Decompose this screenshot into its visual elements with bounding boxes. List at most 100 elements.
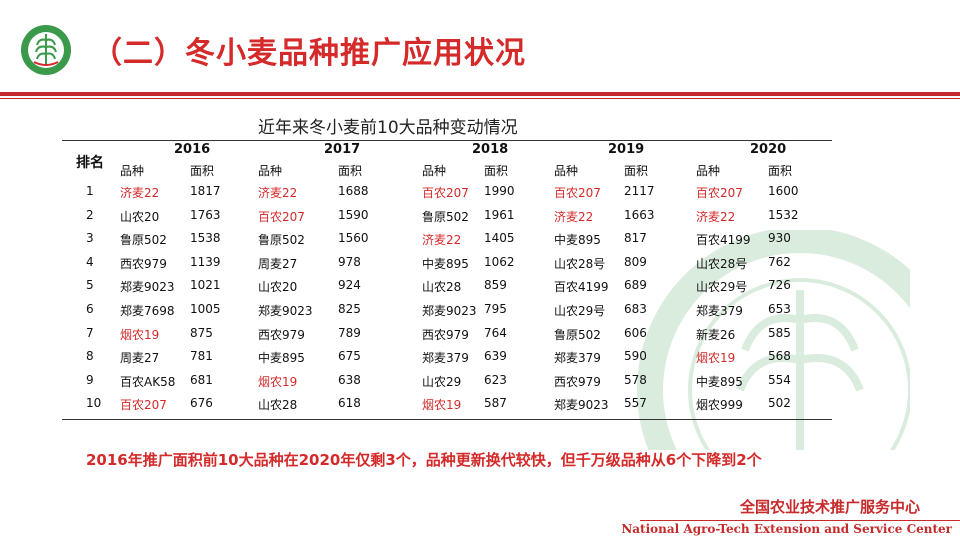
logo-icon <box>21 25 71 75</box>
variety-cell: 烟农19 <box>422 398 462 413</box>
area-cell: 1538 <box>190 231 221 246</box>
variety-cell: 郑麦7698 <box>120 304 175 318</box>
variety-cell: 山农28 <box>258 398 298 413</box>
variety-cell: 西农979 <box>554 374 601 389</box>
area-cell: 585 <box>768 325 791 340</box>
area-cell: 817 <box>624 231 647 246</box>
variety-cell: 济麦22 <box>120 186 160 200</box>
variety-cell: 济麦22 <box>258 186 298 200</box>
variety-cell: 山农29号 <box>696 280 748 295</box>
area-cell: 638 <box>338 372 361 387</box>
variety-cell: 烟农999 <box>696 398 743 413</box>
area-cell: 587 <box>484 396 507 411</box>
area-col-header: 面积 <box>190 164 215 178</box>
variety-cell: 郑麦379 <box>554 351 601 366</box>
area-cell: 762 <box>768 254 791 269</box>
variety-cell: 济麦22 <box>554 209 594 224</box>
variety-cell: 郑麦9023 <box>554 398 609 413</box>
variety-cell: 鲁原502 <box>120 233 167 248</box>
variety-cell: 济麦22 <box>422 233 462 248</box>
area-cell: 590 <box>624 349 647 364</box>
area-col-header: 面积 <box>768 164 793 178</box>
variety-cell: 郑麦9023 <box>120 280 175 295</box>
area-cell: 1990 <box>484 184 515 198</box>
area-cell: 781 <box>190 349 213 364</box>
area-col-header: 面积 <box>338 164 363 178</box>
variety-cell: 百农207 <box>258 209 305 224</box>
rank-cell: 10 <box>86 396 102 411</box>
variety-cell: 山农20 <box>120 209 160 224</box>
area-cell: 1817 <box>190 184 221 198</box>
area-cell: 689 <box>624 278 647 293</box>
year-header: 2017 <box>324 142 361 157</box>
variety-cell: 百农4199 <box>696 233 751 248</box>
variety-cell: 烟农19 <box>120 327 160 342</box>
variety-col-header: 品种 <box>696 164 721 178</box>
area-cell: 681 <box>190 372 213 387</box>
variety-cell: 山农29 <box>422 374 462 389</box>
variety-cell: 周麦27 <box>258 256 298 271</box>
table-bottom-rule <box>62 419 832 420</box>
area-cell: 1663 <box>624 207 655 222</box>
rank-cell: 8 <box>86 349 94 364</box>
rank-cell: 1 <box>86 184 94 198</box>
area-cell: 554 <box>768 372 791 387</box>
area-cell: 1961 <box>484 207 515 222</box>
variety-cell: 山农28号 <box>696 256 748 271</box>
variety-cell: 中麦895 <box>422 256 469 271</box>
area-cell: 809 <box>624 254 647 269</box>
area-cell: 789 <box>338 325 361 340</box>
variety-cell: 郑麦379 <box>422 351 469 366</box>
area-cell: 764 <box>484 325 507 340</box>
area-cell: 1532 <box>768 207 799 222</box>
variety-cell: 西农979 <box>120 256 167 271</box>
rank-cell: 9 <box>86 372 94 387</box>
variety-cell: 鲁原502 <box>554 327 601 342</box>
area-cell: 2117 <box>624 184 655 198</box>
conclusion-text: 2016年推广面积前10大品种在2020年仅剩3个，品种更新换代较快，但千万级品… <box>86 451 762 469</box>
variety-cell: 新麦26 <box>696 327 736 342</box>
table-top-rule <box>62 140 832 141</box>
variety-cell: 山农28号 <box>554 256 606 271</box>
area-cell: 683 <box>624 302 647 316</box>
table-caption: 近年来冬小麦前10大品种变动情况 <box>258 118 518 138</box>
variety-cell: 百农AK58 <box>120 374 176 389</box>
area-cell: 930 <box>768 231 791 246</box>
year-header: 2020 <box>750 142 787 157</box>
area-cell: 1560 <box>338 231 369 246</box>
area-cell: 639 <box>484 349 507 364</box>
variety-cell: 郑麦379 <box>696 304 743 318</box>
area-cell: 978 <box>338 254 361 269</box>
variety-col-header: 品种 <box>554 164 579 178</box>
variety-cell: 济麦22 <box>696 209 736 224</box>
org-name-en: National Agro-Tech Extension and Service… <box>621 522 952 536</box>
variety-cell: 郑麦9023 <box>258 304 313 318</box>
rank-cell: 6 <box>86 302 94 316</box>
area-cell: 1062 <box>484 254 515 269</box>
org-name-cn: 全国农业技术推广服务中心 <box>739 498 920 516</box>
area-cell: 1005 <box>190 302 221 316</box>
area-cell: 924 <box>338 278 361 293</box>
variety-cell: 西农979 <box>422 327 469 342</box>
year-header: 2016 <box>174 142 211 157</box>
variety-cell: 郑麦9023 <box>422 304 477 318</box>
area-cell: 568 <box>768 349 791 364</box>
page-title: （二）冬小麦品种推广应用状况 <box>92 36 526 71</box>
area-cell: 676 <box>190 396 213 411</box>
area-cell: 557 <box>624 396 647 411</box>
area-col-header: 面积 <box>624 164 649 178</box>
area-cell: 1600 <box>768 184 799 198</box>
header-divider-thin <box>0 98 960 99</box>
area-cell: 618 <box>338 396 361 411</box>
header-divider <box>0 92 960 96</box>
variety-cell: 山农28 <box>422 280 462 295</box>
variety-cell: 烟农19 <box>258 374 298 389</box>
rank-header: 排名 <box>76 155 104 171</box>
rank-cell: 5 <box>86 278 94 293</box>
variety-cell: 中麦895 <box>554 233 601 248</box>
area-cell: 675 <box>338 349 361 364</box>
variety-col-header: 品种 <box>422 164 447 178</box>
variety-cell: 百农207 <box>120 398 167 413</box>
area-col-header: 面积 <box>484 164 509 178</box>
area-cell: 825 <box>338 302 361 316</box>
